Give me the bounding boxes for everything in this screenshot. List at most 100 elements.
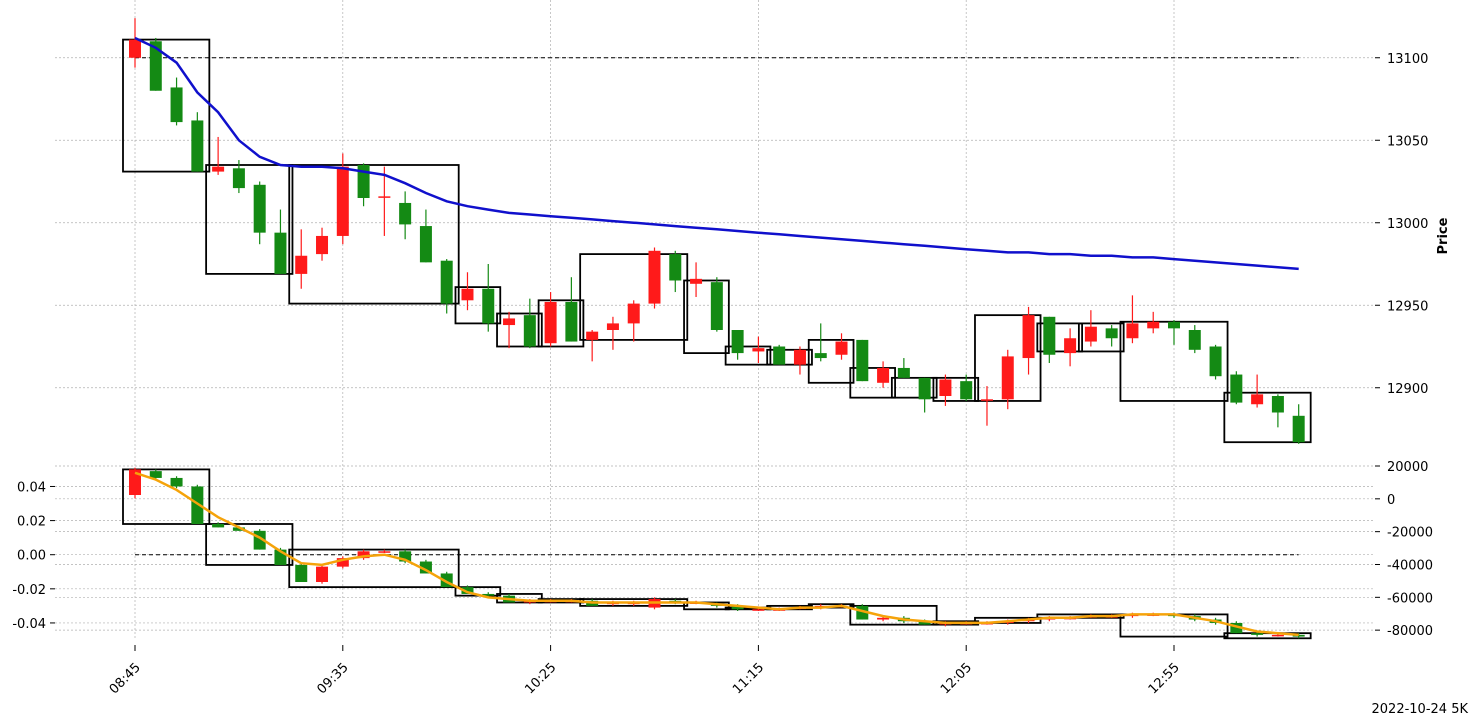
indicator-left-tick-label: 0.04 [17, 480, 46, 495]
price-candle-body [482, 288, 495, 324]
price-moving-average-line [134, 36, 1299, 271]
price-candle-body [627, 303, 640, 324]
price-tick-label: 13050 [1387, 134, 1428, 149]
price-pivot-box [122, 38, 211, 173]
indicator-pivot-box [849, 604, 938, 626]
price-candle-body [1271, 396, 1284, 413]
price-axis-label: Price [1436, 217, 1451, 254]
indicator-left-tick-label: -0.04 [12, 617, 46, 632]
price-candle-body [419, 226, 432, 263]
indicator-smoothed-line [134, 471, 1299, 637]
price-candle-body [1209, 346, 1222, 377]
x-axis: 08:45 09:35 10:25 11:15 12:05 12:55 [107, 645, 1183, 697]
x-tick-label: 08:45 [107, 660, 144, 697]
indicator-candle-body [461, 587, 474, 594]
price-candle-body [440, 260, 453, 304]
price-candle-body [461, 288, 474, 301]
indicator-candle-body [149, 471, 162, 478]
indicator-left-tick-label: 0.02 [17, 515, 46, 530]
indicator-candle-body [232, 527, 245, 531]
price-pivot-box [288, 164, 460, 305]
indicator-candle-body [918, 621, 931, 625]
price-candle-body [274, 232, 287, 274]
price-candle-body [544, 301, 557, 344]
price-pivot-box [454, 286, 502, 325]
price-candle-body [336, 166, 349, 236]
indicator-candle-body [191, 486, 204, 524]
indicator-candle-body [1230, 622, 1243, 634]
price-pivot-box [205, 164, 294, 275]
x-tick-label: 12:05 [938, 660, 975, 697]
indicator-right-tick-label: 0 [1387, 493, 1395, 508]
indicator-pivot-box [205, 523, 294, 566]
price-candle-body [1292, 415, 1305, 443]
price-tick-label: 12900 [1387, 382, 1428, 397]
indicator-right-tick-label: 20000 [1387, 460, 1428, 475]
price-candle-body [1064, 338, 1077, 354]
footer-date-label: 2022-10-24 5K [1372, 702, 1469, 717]
price-candle-body [731, 330, 744, 354]
price-tick-label: 13100 [1387, 52, 1428, 67]
indicator-right-tick-label: -20000 [1387, 526, 1433, 541]
indicator-right-tick-label: -60000 [1387, 591, 1433, 606]
price-pivot-box [1223, 391, 1312, 444]
price-candle-body [1001, 356, 1014, 400]
price-candle-body [980, 399, 993, 401]
price-candle-body [129, 39, 141, 58]
x-tick-label: 11:15 [730, 660, 767, 697]
indicator-candle-body [378, 551, 391, 553]
indicator-left-tick-label: -0.02 [12, 583, 46, 598]
price-pivot-box [890, 376, 938, 399]
indicator-candle-body [731, 605, 744, 610]
price-candle-body [565, 301, 578, 342]
indicator-pivot-box [122, 468, 211, 525]
x-tick-label: 10:25 [522, 660, 559, 697]
price-panel: 12900 12950 13000 13050 13100 [55, 0, 1428, 640]
price-candle-body [690, 278, 703, 284]
price-candle-body [1022, 315, 1035, 359]
price-pivot-box [932, 376, 980, 402]
price-pivot-box [496, 312, 543, 348]
price-candle-body [793, 349, 806, 365]
indicator-candle-body [212, 524, 225, 528]
x-tick-label: 09:35 [315, 660, 352, 697]
indicator-candle-body [316, 566, 329, 582]
price-pivot-box [849, 367, 896, 399]
indicator-candle-body [419, 561, 432, 574]
price-candle-body [170, 87, 183, 123]
price-pivot-box [1036, 322, 1083, 353]
price-candle-body [606, 323, 619, 330]
price-candle-body [939, 379, 952, 396]
indicator-candle-body [1251, 633, 1264, 635]
price-candle-body [399, 202, 412, 225]
price-candle-body [773, 346, 786, 365]
indicator-panel: 20000 0 -20000 -40000 -60000 -80000 0.04 0.02 0.… [12, 460, 1433, 640]
price-candle-body [897, 367, 910, 378]
indicator-candle-body [336, 558, 349, 567]
indicator-candle-body [877, 617, 890, 620]
price-candle-body [814, 353, 827, 359]
price-candle-body [648, 250, 661, 304]
price-candle-body [752, 348, 765, 352]
price-pivot-box [724, 345, 772, 366]
price-pivot-box [683, 279, 730, 354]
price-pivot-box [766, 348, 813, 366]
price-candle-body [149, 41, 162, 91]
indicator-left-tick-label: 0.00 [17, 549, 46, 564]
price-candle-body [1188, 330, 1201, 350]
price-candle-body [960, 381, 973, 400]
price-candle-body [212, 166, 225, 172]
price-candle-body [1168, 321, 1180, 329]
price-candle-body [191, 120, 204, 172]
price-tick-label: 13000 [1387, 217, 1428, 232]
price-candle-body [669, 254, 682, 281]
price-candle-body [1230, 374, 1243, 403]
indicator-candle-body [482, 593, 495, 596]
price-candle-body [378, 196, 391, 198]
price-candle-body [316, 235, 329, 255]
price-tick-label: 12950 [1387, 299, 1428, 314]
price-candle-body [1147, 321, 1160, 329]
indicator-right-tick-label: -40000 [1387, 558, 1433, 573]
price-pivot-box [1077, 322, 1125, 353]
